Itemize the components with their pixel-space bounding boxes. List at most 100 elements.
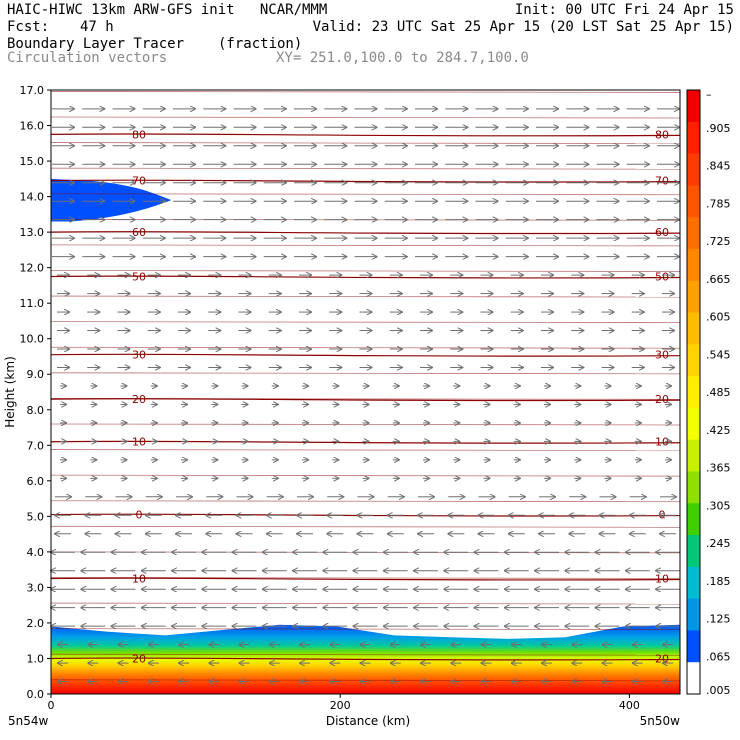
y-tick-label: 1.0: [27, 652, 45, 665]
contour-line: [50, 193, 681, 196]
x-end-label: 5n50w: [640, 714, 681, 728]
colorbar-label: .845: [706, 160, 731, 173]
field-unit: (fraction): [218, 36, 303, 52]
contour-line: [50, 577, 681, 581]
contour-label: 60: [655, 226, 669, 239]
colorbar-frame: [686, 89, 701, 695]
contour-label: 80: [132, 128, 146, 141]
contour-label: 60: [132, 226, 146, 239]
colorbar-swatch: [687, 376, 700, 409]
y-tick-label: 14.0: [20, 191, 45, 204]
colorbar-label: .305: [706, 499, 731, 512]
y-tick-label: 3.0: [27, 581, 45, 594]
plot-frame: [50, 89, 681, 695]
contour-line: [50, 423, 681, 426]
colorbar-swatch: [687, 121, 700, 155]
colorbar-swatch: [687, 90, 700, 123]
vector-field-name: Circulation vectors: [7, 50, 168, 66]
y-tick-label: 15.0: [20, 155, 45, 168]
colorbar-swatch: [687, 471, 700, 504]
colorbar-label: .485: [706, 386, 731, 399]
contour-line: [50, 653, 681, 656]
colorbar-label: .365: [706, 462, 731, 475]
colorbar-label: .245: [706, 537, 731, 550]
x-axis-label: Distance (km): [326, 714, 410, 728]
forecast-hours: 47 h: [80, 19, 114, 35]
colorbar-label: .665: [706, 273, 731, 286]
contour-line: [50, 500, 681, 503]
y-tick-label: 16.0: [20, 120, 45, 133]
contour-line: [50, 577, 681, 579]
contour-line: [50, 244, 681, 247]
y-axis-label: Height (km): [3, 356, 17, 427]
y-tick-label: 12.0: [20, 262, 45, 275]
contour-label: 10: [655, 573, 669, 586]
contour-label: 30: [132, 349, 146, 362]
colorbar-swatch: [687, 217, 700, 250]
contour-line: [50, 372, 681, 375]
contour-line: [50, 142, 681, 144]
y-tick-label: 4.0: [27, 546, 45, 559]
colorbar-swatch: [687, 439, 700, 472]
contour-label: 10: [655, 436, 669, 449]
colorbar-label: .425: [706, 424, 731, 437]
y-tick-label: 17.0: [20, 84, 45, 97]
colorbar-swatch: [687, 153, 700, 186]
y-tick-label: 10.0: [20, 333, 45, 346]
contour-label: 50: [132, 271, 146, 284]
contour-label: 20: [132, 393, 146, 406]
field-name: Boundary Layer Tracer: [7, 36, 185, 52]
y-tick-label: 5.0: [27, 510, 45, 523]
colorbar-swatch: [687, 503, 700, 536]
contour-line: [50, 397, 681, 400]
y-tick-label: 13.0: [20, 226, 45, 239]
contour-line: [50, 231, 681, 235]
contour-line: [50, 116, 681, 119]
colorbar-swatch: [687, 598, 700, 631]
contour-line: [50, 353, 681, 357]
colorbar-label: .545: [706, 348, 731, 361]
colorbar-swatch: [687, 185, 700, 218]
contour-line: [50, 91, 681, 93]
contour-line: [50, 270, 681, 272]
contour-label: 50: [655, 271, 669, 284]
colorbar-swatch: [687, 535, 700, 568]
contour-line: [50, 602, 681, 605]
colorbar-swatch: [687, 280, 700, 314]
forecast-label: Fcst:: [7, 19, 50, 35]
contour-line: [50, 167, 681, 170]
contour-label: 80: [655, 128, 669, 141]
contour-label: 70: [132, 175, 146, 188]
colorbar-label: .065: [706, 650, 731, 663]
colorbar-swatch: [687, 662, 700, 695]
contour-line: [50, 295, 681, 298]
colorbar-swatch: [687, 248, 700, 282]
contour-line: [50, 179, 681, 183]
contour-line: [50, 440, 681, 444]
colorbar-swatch: [687, 312, 700, 345]
y-tick-label: 6.0: [27, 475, 45, 488]
xy-range: XY= 251.0,100.0 to 284.7,100.0: [276, 50, 529, 66]
colorbar-label: .005: [706, 684, 731, 697]
colorbar-label: –: [706, 88, 712, 101]
x-start-label: 5n54w: [8, 714, 49, 728]
y-tick-label: 0.0: [27, 688, 45, 701]
colorbar-swatch: [687, 630, 700, 663]
contour-label: 20: [132, 652, 146, 665]
contour-line: [50, 474, 681, 477]
colorbar-swatch: [687, 407, 700, 441]
colorbar-label: .785: [706, 197, 731, 210]
y-tick-label: 11.0: [20, 297, 45, 310]
contour-label: 70: [655, 175, 669, 188]
contour-line: [50, 657, 681, 661]
chart-title: HAIC-HIWC 13km ARW-GFS init NCAR/MMM: [7, 2, 328, 18]
colorbar-label: .725: [706, 235, 731, 248]
colorbar-swatch: [687, 566, 700, 600]
contour-label: 0: [136, 509, 143, 522]
y-tick-label: 7.0: [27, 439, 45, 452]
colorbar-swatch: [687, 344, 700, 377]
upper-tracer-blob: [51, 178, 172, 222]
y-tick-label: 9.0: [27, 368, 45, 381]
y-tick-label: 8.0: [27, 404, 45, 417]
